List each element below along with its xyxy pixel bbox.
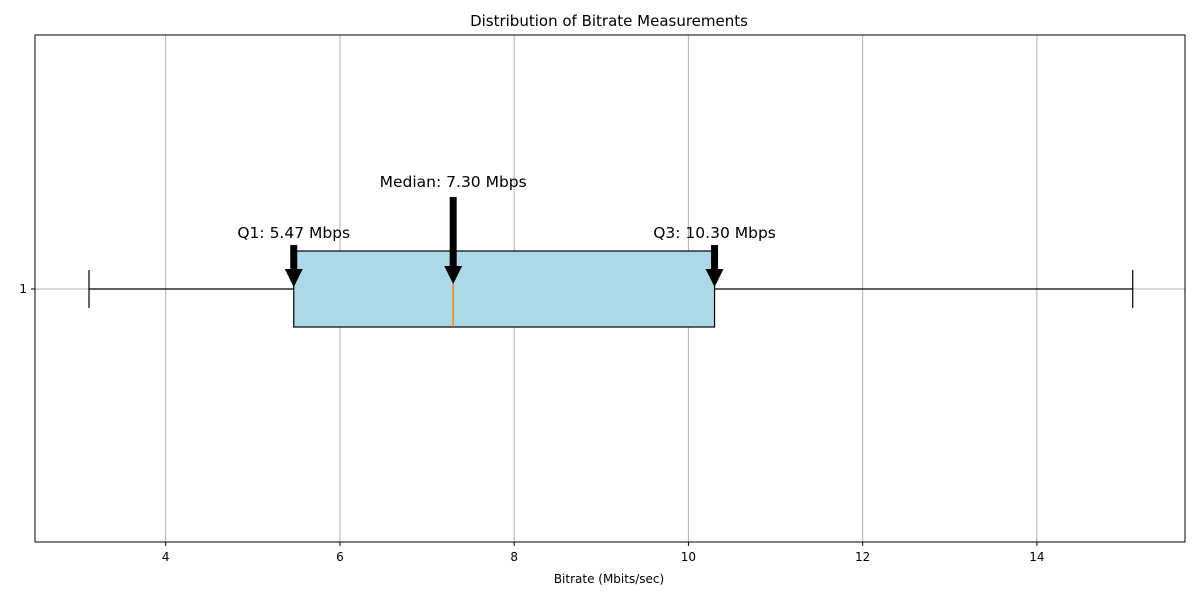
median-annotation: Median: 7.30 Mbps (380, 173, 527, 191)
x-axis-label: Bitrate (Mbits/sec) (554, 572, 664, 586)
x-tick-label: 14 (1029, 550, 1044, 564)
tick-layer: 4 6 8 10 12 14 1 (19, 282, 1044, 564)
x-tick-label: 8 (510, 550, 518, 564)
q3-annotation: Q3: 10.30 Mbps (653, 224, 776, 242)
chart-title: Distribution of Bitrate Measurements (470, 12, 748, 30)
median-arrow (444, 197, 463, 284)
q1-arrow (284, 245, 303, 287)
iqr-box (293, 250, 716, 328)
x-tick-label: 12 (855, 550, 870, 564)
x-tick-label: 10 (681, 550, 696, 564)
x-tick-label: 6 (336, 550, 344, 564)
q3-arrow (705, 245, 724, 287)
y-tick-label: 1 (19, 282, 27, 296)
q1-annotation: Q1: 5.47 Mbps (237, 224, 350, 242)
annotation-layer: Q1: 5.47 Mbps Median: 7.30 Mbps Q3: 10.30 … (237, 173, 776, 287)
box-layer (88, 250, 1134, 328)
x-tick-label: 4 (162, 550, 170, 564)
